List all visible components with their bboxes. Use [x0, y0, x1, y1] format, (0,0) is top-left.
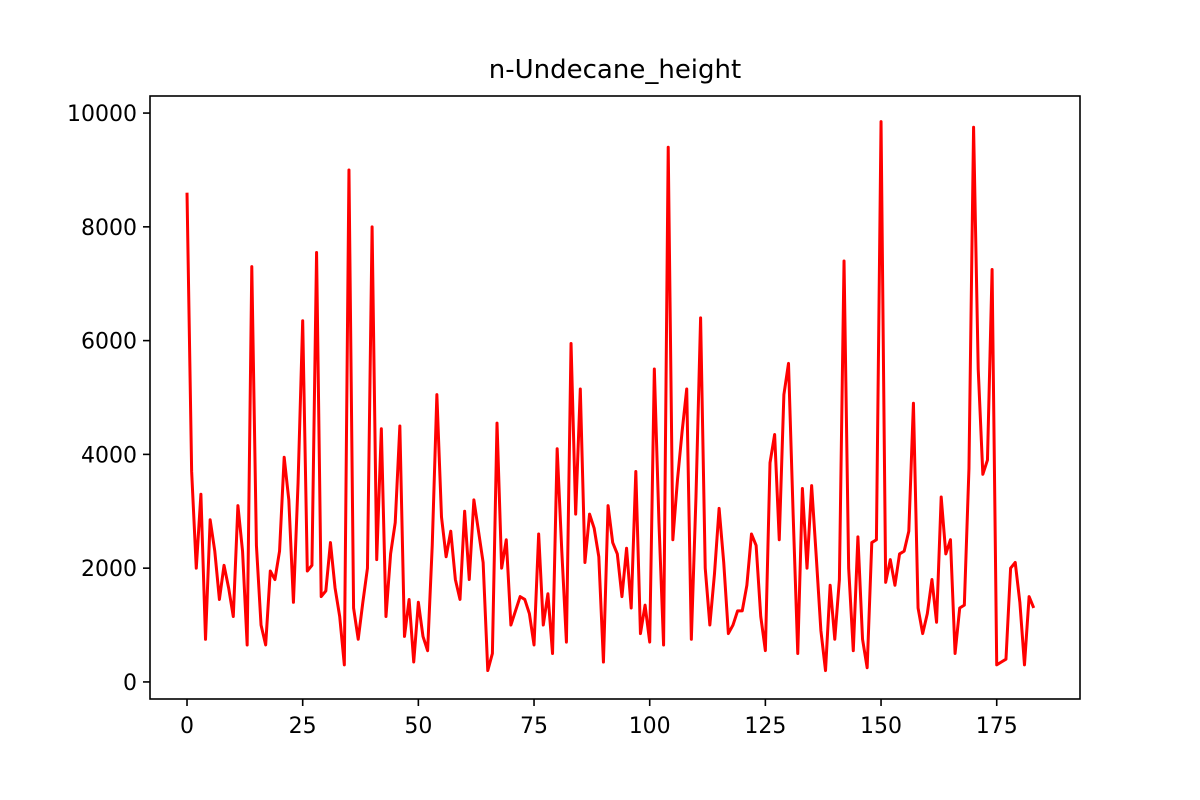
x-tick-label: 100 — [629, 714, 671, 739]
x-tick-label: 50 — [404, 714, 432, 739]
x-axis: 0 25 50 75 100 125 150 175 — [180, 699, 1018, 739]
chart-title: n-Undecane_height — [489, 55, 741, 85]
y-tick-label: 10000 — [67, 102, 137, 127]
y-tick-label: 0 — [123, 671, 137, 696]
y-axis: 0 2000 4000 6000 8000 10000 — [67, 102, 150, 696]
x-tick-label: 150 — [860, 714, 902, 739]
y-tick-label: 2000 — [81, 557, 137, 582]
x-tick-label: 25 — [289, 714, 317, 739]
y-tick-label: 4000 — [81, 443, 137, 468]
y-tick-label: 6000 — [81, 330, 137, 355]
x-tick-label: 75 — [520, 714, 548, 739]
x-tick-label: 125 — [744, 714, 786, 739]
y-tick-label: 8000 — [81, 216, 137, 241]
series-line — [185, 120, 1036, 673]
x-tick-label: 175 — [976, 714, 1018, 739]
plot-frame — [149, 95, 1081, 700]
x-tick-label: 0 — [180, 714, 194, 739]
